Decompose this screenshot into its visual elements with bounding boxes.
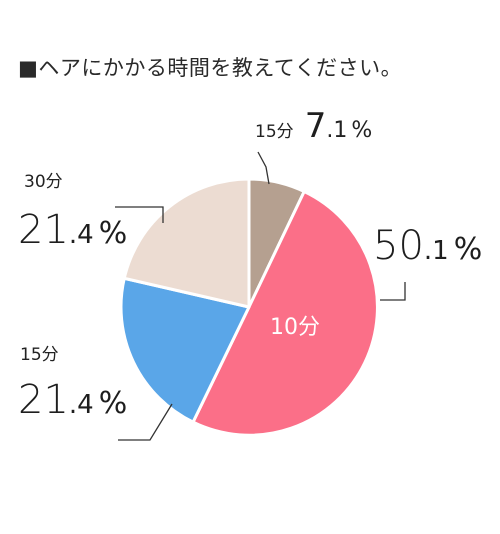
- category-label-slice-3: 30分: [24, 172, 63, 192]
- category-label-slice-0: 15分 7.1%: [255, 106, 372, 146]
- leader-line-slice-1: [380, 282, 406, 301]
- category-label-slice-2: 15分: [20, 345, 59, 365]
- pie-slice-2: [119, 276, 251, 424]
- value-label-slice-1: 50.1%: [373, 223, 482, 269]
- value-label-slice-2: 21.4%: [18, 377, 127, 423]
- pie-slice-3: [122, 177, 251, 309]
- leader-line-slice-0: [257, 151, 270, 185]
- pie-slice-1: [191, 190, 379, 437]
- pie-slices: [119, 177, 379, 437]
- chart-title: ■ヘアにかかる時間を教えてください。: [18, 56, 403, 80]
- leader-line-slice-2: [118, 403, 173, 441]
- category-label-slice-1: 10分: [270, 315, 320, 340]
- value-label-slice-3: 21.4%: [18, 207, 127, 253]
- leader-line-slice-3: [115, 206, 164, 223]
